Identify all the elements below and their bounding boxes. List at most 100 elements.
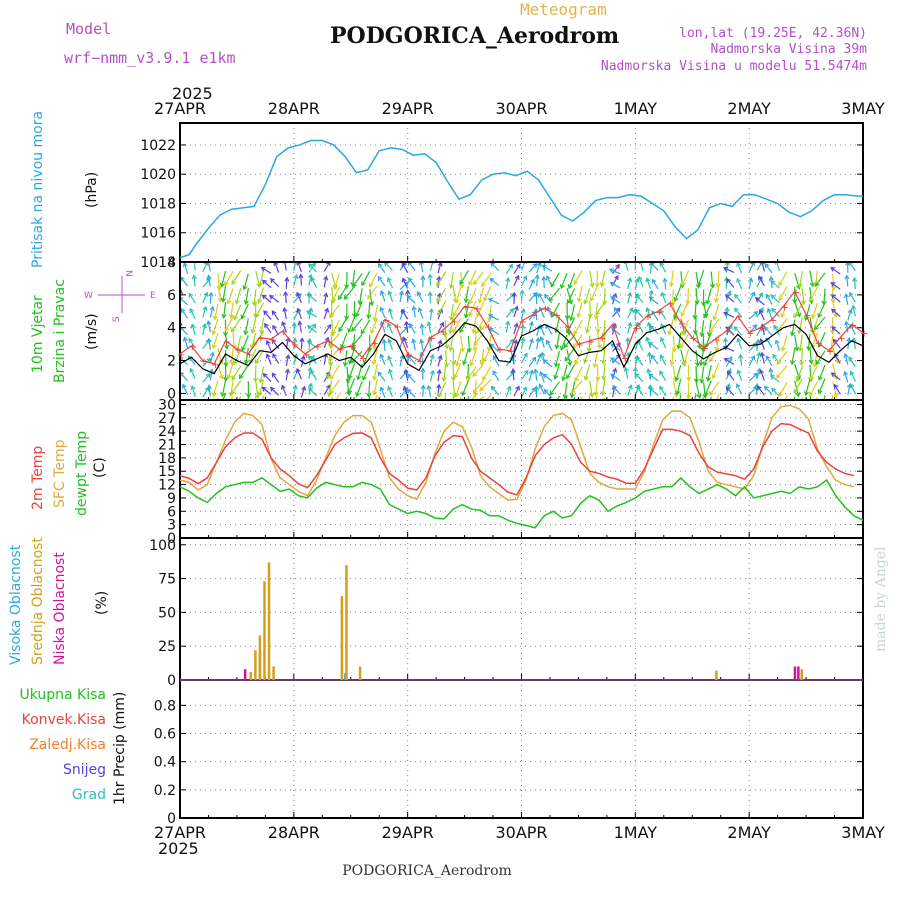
wind-arrow [570, 304, 576, 321]
wind-arrow-head [830, 267, 836, 272]
wind-gust-marker: + [393, 322, 401, 333]
wind-arrow-head [757, 385, 762, 391]
wind-gust-marker: + [245, 350, 253, 361]
wind-arrow [659, 370, 667, 381]
wind-arrow-head [386, 276, 392, 283]
wind-arrow [571, 381, 576, 398]
wind-arrow [556, 395, 560, 400]
wind-arrow [723, 311, 735, 318]
wind-arrow-head [298, 273, 304, 279]
wind-arrow [694, 302, 697, 319]
wind-arrow [849, 324, 856, 335]
wind-arrow [429, 308, 433, 321]
wind-arrow-head [723, 311, 729, 317]
wind-arrow [677, 332, 682, 349]
temp-unit: (C) [92, 457, 108, 478]
wind-arrow-head [401, 308, 406, 314]
wind-arrow [815, 272, 826, 287]
wind-arrow-head [679, 343, 685, 349]
wind-arrow [766, 294, 773, 305]
wind-arrow [596, 332, 601, 349]
wind-arrow-head [583, 375, 589, 381]
wind-arrow [469, 288, 477, 304]
wind-arrow-head [734, 293, 739, 299]
wind-arrow [263, 310, 272, 320]
wind-arrow [193, 262, 196, 271]
wind-arrow-head [566, 374, 571, 380]
wind-arrow [388, 291, 394, 302]
wind-arrow [520, 387, 527, 398]
wind-arrow [748, 373, 758, 382]
wind-arrow-head [230, 389, 236, 395]
wind-arrow [610, 357, 621, 365]
time-axis-top-label: 3MAY [841, 99, 885, 118]
pressure-line [179, 139, 863, 259]
wind-arrow-head [773, 324, 778, 330]
wind-arrow [437, 300, 447, 316]
wind-arrow [612, 385, 621, 395]
wind-arrow-head [725, 382, 731, 389]
wind-arrow [407, 373, 416, 383]
wind-arrow-head [402, 336, 408, 342]
wind-arrow [224, 271, 234, 286]
wind-arrow [258, 287, 265, 303]
wind-arrow [479, 395, 484, 400]
wind-gust-marker: + [701, 343, 709, 354]
wind-arrow [610, 296, 621, 304]
wind-arrow [227, 288, 234, 304]
wind-arrow [602, 363, 606, 380]
wind-arrow-head [722, 337, 729, 343]
wind-arrow [387, 386, 394, 398]
wind-arrow [328, 333, 340, 347]
wind-arrow [850, 383, 856, 395]
wind-arrow-head [180, 308, 186, 314]
wind-gust-marker: + [849, 320, 857, 331]
wind-arrow [566, 349, 571, 366]
wind-arrow [811, 302, 819, 319]
wind-arrow [700, 366, 705, 383]
cloud-bar [243, 669, 247, 680]
wind-arrow [589, 301, 592, 318]
wind-arrow [261, 267, 272, 274]
wind-arrow-head [509, 308, 515, 314]
wind-arrow [274, 262, 280, 273]
wind-arrow [675, 364, 682, 381]
wind-arrow [823, 395, 826, 400]
wind-arrow-head [469, 361, 475, 367]
wind-gust-marker: + [416, 357, 424, 368]
wind-arrow-head [830, 282, 836, 287]
wind-arrow [388, 339, 394, 351]
wind-gust-marker: + [450, 317, 458, 328]
wind-arrow [659, 386, 667, 397]
wind-arrow-head [370, 406, 374, 410]
wind-arrow [437, 262, 442, 274]
wind-arrow [488, 298, 500, 305]
wind-arrow-head [487, 297, 493, 303]
wind-arrow [452, 394, 455, 400]
wind-arrow [771, 308, 780, 318]
wind-gust-marker: + [519, 317, 527, 328]
wind-arrow-head [623, 366, 629, 372]
wind-arrow [191, 385, 196, 397]
wind-arrow-head [700, 301, 707, 307]
plots-layer: 1014101610181020102202468036912151821242… [140, 99, 885, 842]
wind-arrows-layer [180, 262, 858, 411]
wind-arrow [757, 386, 765, 396]
wind-arrow-head [586, 407, 590, 411]
wind-arrow [756, 339, 760, 351]
wind-arrow-head [326, 374, 332, 380]
wind-arrow [672, 380, 678, 397]
wind-arrow-head [562, 394, 568, 400]
wind-arrow [323, 324, 332, 335]
wind-arrow-head [843, 292, 849, 299]
wind-arrow-head [780, 346, 786, 352]
wind-arrow-head [272, 353, 277, 359]
wind-arrow-head [770, 280, 776, 286]
wind-arrow-head [211, 391, 217, 398]
wind-arrow [232, 332, 235, 349]
wind-arrow [202, 373, 211, 383]
wind-arrow [459, 270, 469, 285]
cloud-bar [272, 666, 275, 680]
compass-icon: W E N S [84, 270, 156, 322]
